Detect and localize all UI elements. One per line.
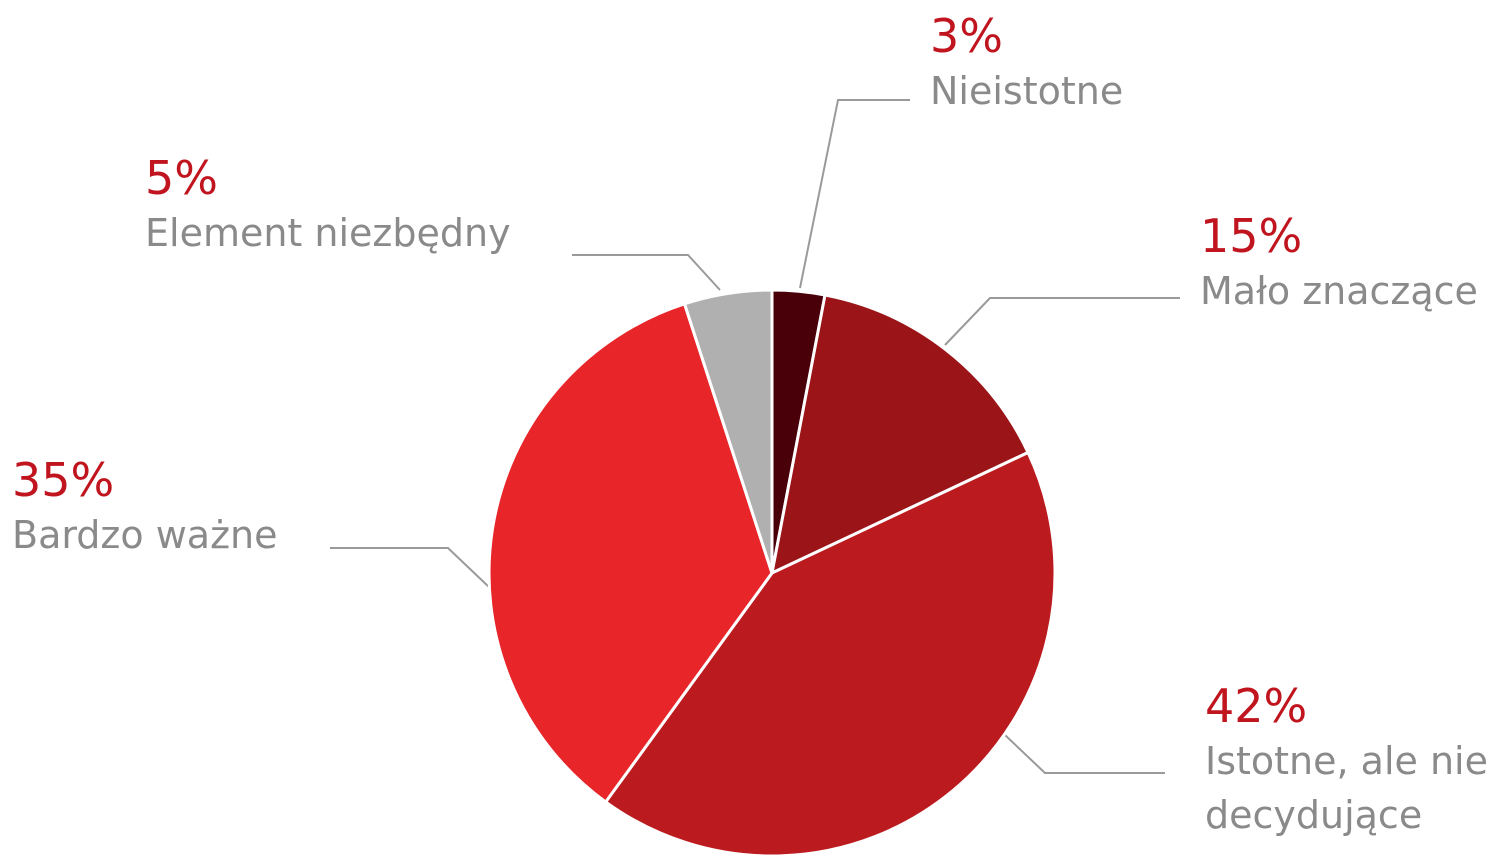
category-label: Element niezbędny <box>145 211 511 255</box>
category-label: Bardzo ważne <box>12 513 278 557</box>
leader-line <box>572 254 721 291</box>
category-label: Nieistotne <box>930 69 1124 113</box>
pie-slice <box>682 288 774 574</box>
percent-label: 15% <box>1200 209 1303 263</box>
percent-label: 42% <box>1205 679 1308 733</box>
category-label: Mało znaczące <box>1200 269 1478 313</box>
leader-line <box>944 297 1180 346</box>
leader-line <box>799 99 910 289</box>
percent-label: 35% <box>12 453 115 507</box>
slice-label: 3% Nieistotne <box>930 8 1330 118</box>
slice-label: 42% Istotne, ale nie decydujące <box>1205 678 1495 842</box>
slice-label: 35% Bardzo ważne <box>12 452 412 562</box>
pie-slice <box>487 301 774 805</box>
leader-line <box>330 547 491 589</box>
pie-slice <box>603 450 1057 856</box>
slice-label: 15% Mało znaczące <box>1200 208 1495 318</box>
leader-line <box>1004 734 1165 774</box>
percent-label: 3% <box>930 9 1003 63</box>
pie-slice <box>769 293 1031 576</box>
slice-label: 5% Element niezbędny <box>145 150 545 260</box>
percent-label: 5% <box>145 151 218 205</box>
category-label: Istotne, ale nie decydujące <box>1205 739 1488 837</box>
